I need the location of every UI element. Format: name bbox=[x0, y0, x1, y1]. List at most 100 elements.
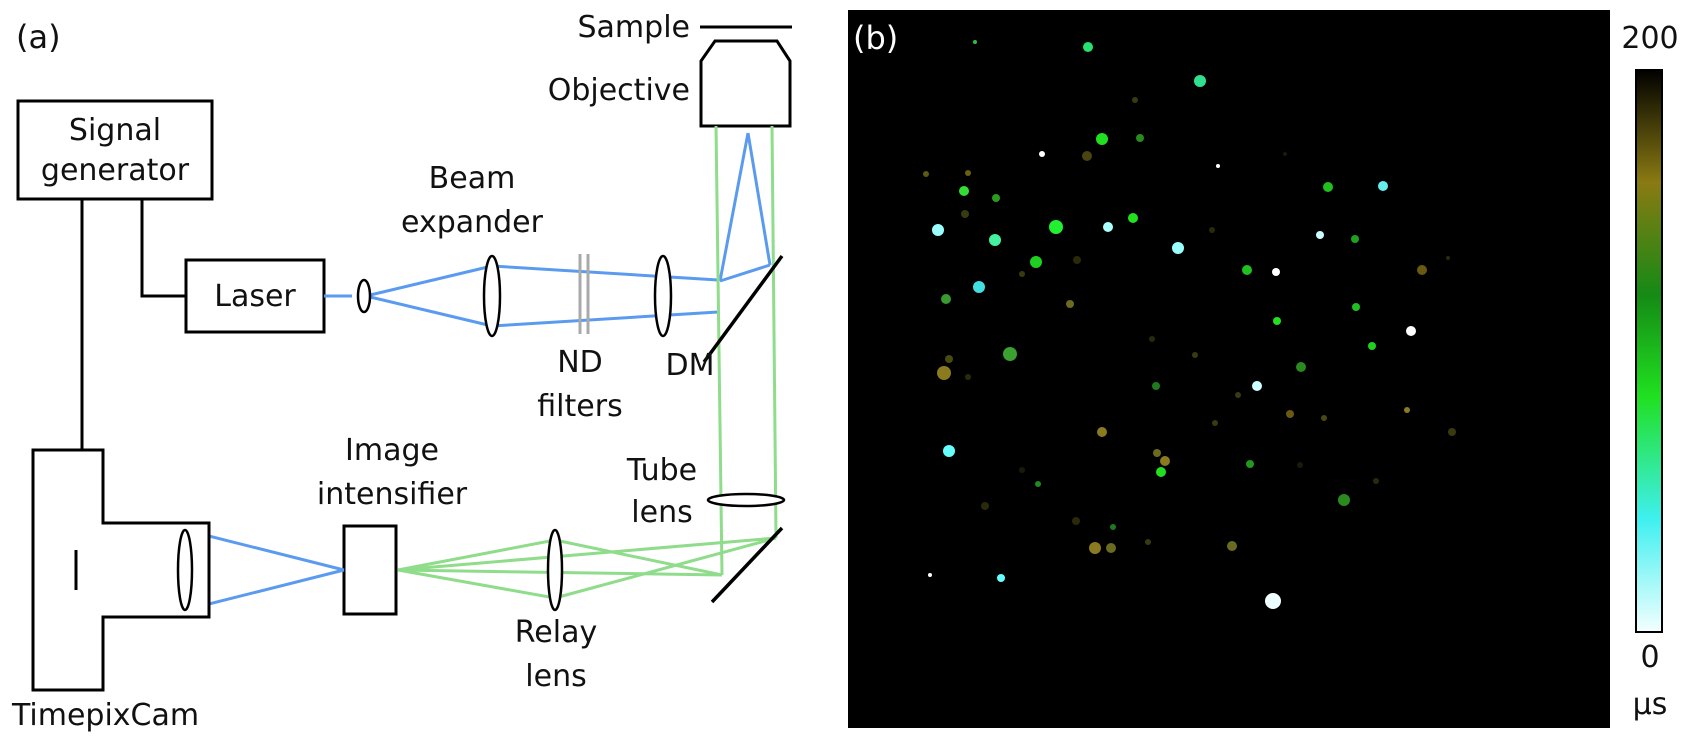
fluorescence-spot bbox=[1246, 460, 1254, 468]
fluorescence-spot bbox=[1316, 231, 1324, 239]
tube-lens-label-2: lens bbox=[631, 495, 692, 530]
fluorescence-spot bbox=[1128, 213, 1138, 223]
fluorescence-spot bbox=[1132, 97, 1138, 103]
fluorescence-spot bbox=[1194, 75, 1206, 87]
camera-lens bbox=[176, 528, 194, 612]
fluorescence-spot bbox=[1212, 420, 1218, 426]
fluorescence-spot bbox=[1153, 449, 1161, 457]
fluorescence-spot bbox=[1242, 265, 1252, 275]
beam-expander-lens-small bbox=[356, 278, 372, 314]
nd-filters-label-1: ND bbox=[557, 345, 603, 380]
objective-icon bbox=[699, 39, 792, 128]
fluorescence-spot bbox=[992, 194, 1000, 202]
colorbar-unit-label: µs bbox=[1633, 687, 1668, 722]
fluorescence-spot bbox=[965, 170, 971, 176]
image-intensifier-label-2: intensifier bbox=[317, 477, 468, 512]
fluorescence-spot bbox=[1073, 256, 1081, 264]
timepixcam-body bbox=[31, 448, 211, 692]
fluorescence-spot bbox=[1216, 164, 1220, 168]
fluorescence-spot bbox=[1227, 541, 1237, 551]
fluorescence-spot bbox=[989, 234, 1001, 246]
colorbar-max-label: 200 bbox=[1621, 21, 1678, 56]
beam-expander-label-1: Beam bbox=[429, 161, 516, 196]
dichroic-mirror bbox=[702, 254, 784, 364]
fluorescence-spot bbox=[1083, 42, 1093, 52]
fluorescence-spot bbox=[923, 171, 929, 177]
fluorescence-spot bbox=[1321, 415, 1327, 421]
fluorescence-spot bbox=[1406, 326, 1416, 336]
fluorescence-spot bbox=[1265, 593, 1281, 609]
signal-generator-label-2: generator bbox=[41, 153, 190, 188]
fluorescence-spot bbox=[1338, 494, 1350, 506]
fluorescence-spot bbox=[1172, 242, 1184, 254]
fold-mirror bbox=[710, 526, 784, 604]
fluorescence-spot bbox=[1106, 543, 1116, 553]
fluorescence-spot bbox=[943, 445, 955, 457]
fluorescence-spot bbox=[1323, 182, 1333, 192]
fluorescence-spot bbox=[1066, 300, 1074, 308]
fluorescence-spot bbox=[1351, 235, 1359, 243]
fluorescence-spot bbox=[1039, 151, 1045, 157]
excitation-focus-lens bbox=[653, 254, 673, 338]
fluorescence-spot bbox=[1030, 256, 1042, 268]
fluorescence-spot bbox=[941, 294, 951, 304]
fluorescence-spot bbox=[1049, 220, 1063, 234]
fluorescence-spot bbox=[1297, 462, 1303, 468]
fluorescence-spot bbox=[997, 574, 1005, 582]
fluorescence-spot bbox=[965, 374, 971, 380]
trigger-wire-laser bbox=[140, 199, 186, 298]
fluorescence-spot bbox=[1152, 382, 1160, 390]
fluorescence-spot bbox=[1373, 478, 1379, 484]
tube-lens bbox=[706, 492, 786, 508]
sample-label: Sample bbox=[578, 10, 691, 45]
fluorescence-spot bbox=[1404, 407, 1410, 413]
fluorescence-spot bbox=[1448, 428, 1456, 436]
fluorescence-spot bbox=[932, 224, 944, 236]
timepix-image-background bbox=[848, 10, 1610, 728]
relay-lens-label-2: lens bbox=[525, 659, 586, 694]
fluorescence-spot bbox=[1417, 265, 1427, 275]
fluorescence-spot bbox=[1145, 539, 1151, 545]
beam-expander-lens-large bbox=[482, 254, 502, 338]
excitation-beam bbox=[324, 132, 772, 328]
dm-label: DM bbox=[666, 348, 715, 383]
tube-lens-label-1: Tube bbox=[626, 453, 697, 488]
colorbar bbox=[1635, 69, 1663, 633]
fluorescence-spot bbox=[1286, 410, 1294, 418]
fluorescence-spot bbox=[1019, 271, 1025, 277]
relay-lens bbox=[546, 528, 564, 612]
fluorescence-spot bbox=[1352, 303, 1360, 311]
fluorescence-spot bbox=[1235, 392, 1241, 398]
fluorescence-spot bbox=[1003, 347, 1017, 361]
panel-a-schematic: (a) Sample Objective Signal generator La… bbox=[11, 10, 792, 733]
fluorescence-spot bbox=[1368, 342, 1376, 350]
fluorescence-spot bbox=[1283, 152, 1287, 156]
fluorescence-spot bbox=[1296, 362, 1306, 372]
fluorescence-spot bbox=[945, 355, 953, 363]
fluorescence-spot bbox=[1082, 151, 1092, 161]
fluorescence-spot bbox=[1273, 317, 1281, 325]
signal-generator-label-1: Signal bbox=[69, 113, 161, 148]
fluorescence-spot bbox=[1160, 456, 1170, 466]
fluorescence-spot bbox=[1035, 481, 1041, 487]
objective-label: Objective bbox=[548, 73, 690, 108]
fluorescence-spot bbox=[928, 573, 932, 577]
fluorescence-spot bbox=[959, 186, 969, 196]
fluorescence-spot bbox=[1096, 133, 1108, 145]
fluorescence-spot bbox=[981, 502, 989, 510]
fluorescence-spot bbox=[1110, 524, 1116, 530]
signal-generator-box bbox=[16, 99, 214, 201]
fluorescence-spot bbox=[1156, 467, 1166, 477]
fluorescence-spot bbox=[1019, 467, 1025, 473]
fluorescence-spot bbox=[1072, 517, 1080, 525]
fluorescence-spot bbox=[1378, 181, 1388, 191]
timepixcam-label: TimepixCam bbox=[11, 698, 199, 733]
fluorescence-spot bbox=[1446, 256, 1450, 260]
fluorescence-spot bbox=[973, 40, 977, 44]
fluorescence-spot bbox=[1136, 134, 1144, 142]
fluorescence-spot bbox=[1149, 336, 1155, 342]
fluorescence-spot bbox=[1089, 542, 1101, 554]
beam-expander-label-2: expander bbox=[401, 205, 544, 240]
nd-filters-label-2: filters bbox=[537, 389, 622, 424]
